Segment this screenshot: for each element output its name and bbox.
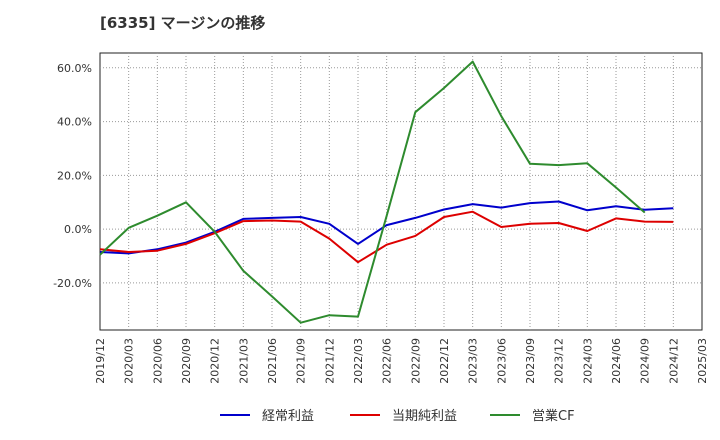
x-tick-label: 2024/09	[639, 338, 652, 384]
plot-area	[99, 52, 703, 331]
x-tick-label: 2021/12	[323, 338, 336, 384]
x-tick-label: 2024/03	[581, 338, 594, 384]
series-lines	[99, 60, 674, 324]
x-tick-label: 2019/12	[94, 338, 107, 384]
x-tick-label: 2022/09	[409, 338, 422, 384]
y-tick-label: 40.0%	[57, 116, 92, 129]
legend-label: 当期純利益	[392, 409, 457, 424]
y-axis-ticks: -20.0% 0.0% 20.0% 40.0% 60.0%	[53, 62, 92, 290]
x-tick-label: 2023/09	[524, 338, 537, 384]
x-tick-label: 2024/12	[667, 338, 680, 384]
y-tick-label: -20.0%	[53, 277, 92, 290]
legend: 経常利益 当期純利益 営業CF	[220, 408, 575, 424]
x-tick-label: 2024/06	[610, 338, 623, 384]
x-tick-label: 2021/03	[237, 338, 250, 384]
x-tick-label: 2023/12	[553, 338, 566, 384]
x-tick-label: 2020/03	[123, 338, 136, 384]
x-tick-label: 2020/12	[209, 338, 222, 384]
x-tick-label: 2022/06	[381, 338, 394, 384]
x-tick-label: 2020/09	[180, 338, 193, 384]
legend-label: 営業CF	[532, 408, 575, 424]
series-line	[99, 210, 674, 264]
x-tick-label: 2025/03	[696, 338, 709, 384]
y-tick-label: 60.0%	[57, 62, 92, 75]
x-tick-label: 2022/03	[352, 338, 365, 384]
series-line	[99, 60, 646, 324]
x-tick-label: 2020/06	[151, 338, 164, 384]
y-tick-label: 0.0%	[64, 223, 92, 236]
x-tick-label: 2021/06	[266, 338, 279, 384]
x-tick-label: 2021/09	[295, 338, 308, 384]
y-tick-label: 20.0%	[57, 169, 92, 182]
series-line	[99, 200, 674, 255]
chart-title: [6335] マージンの推移	[100, 14, 266, 32]
legend-label: 経常利益	[262, 409, 314, 424]
x-tick-label: 2023/03	[467, 338, 480, 384]
x-tick-label: 2023/06	[495, 338, 508, 384]
x-tick-label: 2022/12	[438, 338, 451, 384]
x-axis-ticks: 2019/12 2020/03 2020/06 2020/09 2020/12 2021/…	[94, 338, 709, 384]
